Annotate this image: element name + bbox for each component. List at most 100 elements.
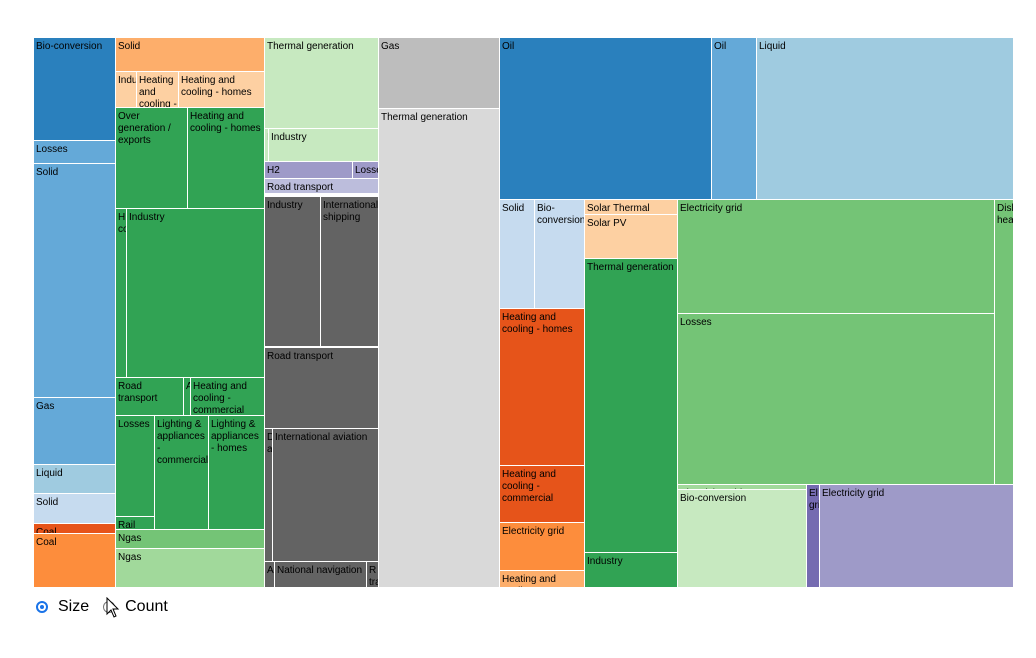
- size-radio-option[interactable]: Size: [36, 598, 89, 616]
- treemap-cell[interactable]: D a: [265, 429, 273, 562]
- treemap-cell[interactable]: H co: [116, 209, 127, 378]
- treemap-cell-label: Liquid: [759, 41, 786, 52]
- treemap-cell[interactable]: Road transport: [265, 179, 379, 194]
- treemap-cell[interactable]: Industry: [127, 209, 265, 378]
- treemap-cell[interactable]: H2: [265, 162, 353, 179]
- size-radio-button[interactable]: [36, 601, 48, 613]
- treemap-cell[interactable]: Bio-conversion: [678, 490, 807, 588]
- treemap-chart: Bio-conversion Losses Solid Gas Liquid Solid C…: [34, 38, 1014, 588]
- treemap-cell[interactable]: National navigation: [275, 562, 367, 588]
- treemap-cell-label: Heating and cooling - homes: [181, 75, 252, 98]
- treemap-cell[interactable]: Bio-conversion: [34, 38, 116, 141]
- treemap-cell[interactable]: Ngas: [116, 530, 265, 549]
- treemap-cell[interactable]: Heating and cooling -: [137, 72, 179, 108]
- treemap-cell-label: Indu: [118, 75, 137, 86]
- treemap-cell-label: Solar PV: [587, 218, 627, 229]
- treemap-cell[interactable]: Electricity grid: [678, 200, 995, 314]
- treemap-cell[interactable]: Gas: [379, 38, 500, 109]
- treemap-cell-label: International shipping: [323, 200, 379, 223]
- treemap-cell-label: Heating and cooling - commercial: [502, 469, 556, 504]
- treemap-cell[interactable]: Coal: [34, 524, 116, 534]
- treemap-cell[interactable]: Liquid: [757, 38, 1014, 200]
- treemap-cell[interactable]: Losses: [678, 314, 995, 485]
- treemap-cell-label: Bio-conversion: [537, 203, 585, 226]
- treemap-cell-label: Over generation / exports: [118, 111, 171, 146]
- treemap-cell-label: Electricity grid: [822, 488, 885, 499]
- treemap-cell-label: Heating and cooling - homes: [502, 312, 573, 335]
- treemap-cell[interactable]: Thermal generation: [379, 109, 500, 588]
- treemap-cell[interactable]: Heating and cooling - commercial: [500, 466, 585, 523]
- treemap-cell-label: Losses: [680, 317, 712, 328]
- treemap-cell[interactable]: Thermal generation: [585, 259, 678, 553]
- treemap-cell-label: Heating and cooling - commercial: [193, 381, 247, 416]
- treemap-cell[interactable]: Heating and cooling - homes: [188, 108, 265, 209]
- treemap-cell[interactable]: Ngas: [116, 549, 265, 588]
- treemap-cell-label: H co: [118, 212, 126, 235]
- treemap-cell[interactable]: Heating and cooling - commercial: [191, 378, 265, 416]
- treemap-cell[interactable]: Rail: [116, 517, 155, 530]
- treemap-cell[interactable]: Electricity grid: [500, 523, 585, 571]
- treemap-cell[interactable]: Gas: [34, 398, 116, 465]
- size-radio-label: Size: [58, 598, 90, 615]
- mouse-pointer-icon: [106, 597, 120, 618]
- treemap-cell[interactable]: El gri: [807, 485, 820, 588]
- layout-mode-controls: Size Count: [36, 596, 168, 618]
- treemap-cell[interactable]: Solid: [34, 164, 116, 398]
- treemap-cell[interactable]: Indu: [116, 72, 137, 108]
- treemap-cell[interactable]: Solar PV: [585, 215, 678, 259]
- treemap-cell-label: Lighting & appliances - homes: [211, 419, 259, 454]
- treemap-cell[interactable]: Lighting & appliances - commercial: [155, 416, 209, 530]
- treemap-cell[interactable]: International aviation: [273, 429, 379, 562]
- treemap-cell[interactable]: Solid: [500, 200, 535, 309]
- treemap-cell[interactable]: I: [265, 129, 269, 162]
- treemap-cell[interactable]: Solid: [116, 38, 265, 72]
- treemap-cell[interactable]: R tra: [367, 562, 379, 588]
- treemap-cell-label: Solid: [36, 497, 59, 508]
- treemap-cell[interactable]: Heating and cooling - homes: [500, 309, 585, 466]
- treemap-cell-label: Solid: [502, 203, 525, 214]
- treemap-cell[interactable]: Road transport: [116, 378, 184, 416]
- treemap-cell-label: Coal: [36, 537, 57, 548]
- treemap-cell[interactable]: Bio-conversion: [535, 200, 585, 309]
- treemap-cell-label: Gas: [381, 41, 400, 52]
- treemap-cell[interactable]: Liquid: [34, 465, 116, 494]
- treemap-cell-label: Thermal generation: [381, 112, 468, 123]
- treemap-cell-label: Lighting & appliances - commercial: [157, 419, 209, 466]
- treemap-cell[interactable]: Losses: [34, 141, 116, 164]
- treemap-cell-label: A: [267, 565, 274, 576]
- treemap-cell[interactable]: Thermal generation: [265, 38, 379, 129]
- treemap-cell[interactable]: Industry: [265, 197, 321, 347]
- treemap-cell[interactable]: Oil: [712, 38, 757, 200]
- treemap-cell[interactable]: Electricity grid: [820, 485, 1014, 588]
- treemap-cell-label: Heating and cooling -: [502, 574, 556, 587]
- treemap-cell[interactable]: Industry: [585, 553, 678, 588]
- treemap-cell[interactable]: Industry: [269, 129, 379, 162]
- treemap-cell[interactable]: Losses: [353, 162, 379, 179]
- treemap-cell[interactable]: Oil: [500, 38, 712, 200]
- treemap-cell[interactable]: Losses: [116, 416, 155, 517]
- treemap-cell-label: Solid: [36, 167, 59, 178]
- treemap-cell-label: Liquid: [36, 468, 63, 479]
- treemap-cell-label: Losses: [36, 144, 68, 155]
- treemap-cell[interactable]: Solid: [34, 494, 116, 524]
- treemap-cell[interactable]: Heating and cooling - homes: [179, 72, 265, 108]
- treemap-cell-label: Oil: [714, 41, 727, 52]
- treemap-cell[interactable]: International shipping: [321, 197, 379, 347]
- treemap-cell[interactable]: A: [184, 378, 191, 416]
- treemap-cell[interactable]: Over generation / exports: [116, 108, 188, 209]
- treemap-cell[interactable]: A: [265, 562, 275, 588]
- treemap-cell[interactable]: Heating and cooling -: [500, 571, 585, 588]
- treemap-cell-label: Road transport: [267, 351, 334, 362]
- treemap-cell[interactable]: Lighting & appliances - homes: [209, 416, 265, 530]
- treemap-cell[interactable]: Disl heat: [995, 200, 1014, 485]
- treemap-cell-label: A: [184, 378, 190, 393]
- treemap-cell-label: Industry: [129, 212, 165, 223]
- treemap-cell[interactable]: Coal: [34, 534, 116, 588]
- treemap-cell-label: Coal: [36, 527, 57, 534]
- treemap-cell[interactable]: Electricity grid: [678, 485, 807, 490]
- treemap-cell[interactable]: Road transport: [265, 348, 379, 429]
- treemap-cell-label: Industry: [271, 132, 307, 143]
- treemap-cell-label: Road transport: [267, 182, 334, 193]
- treemap-cell[interactable]: Solar Thermal: [585, 200, 678, 215]
- treemap-cell-label: Thermal generation: [587, 262, 674, 273]
